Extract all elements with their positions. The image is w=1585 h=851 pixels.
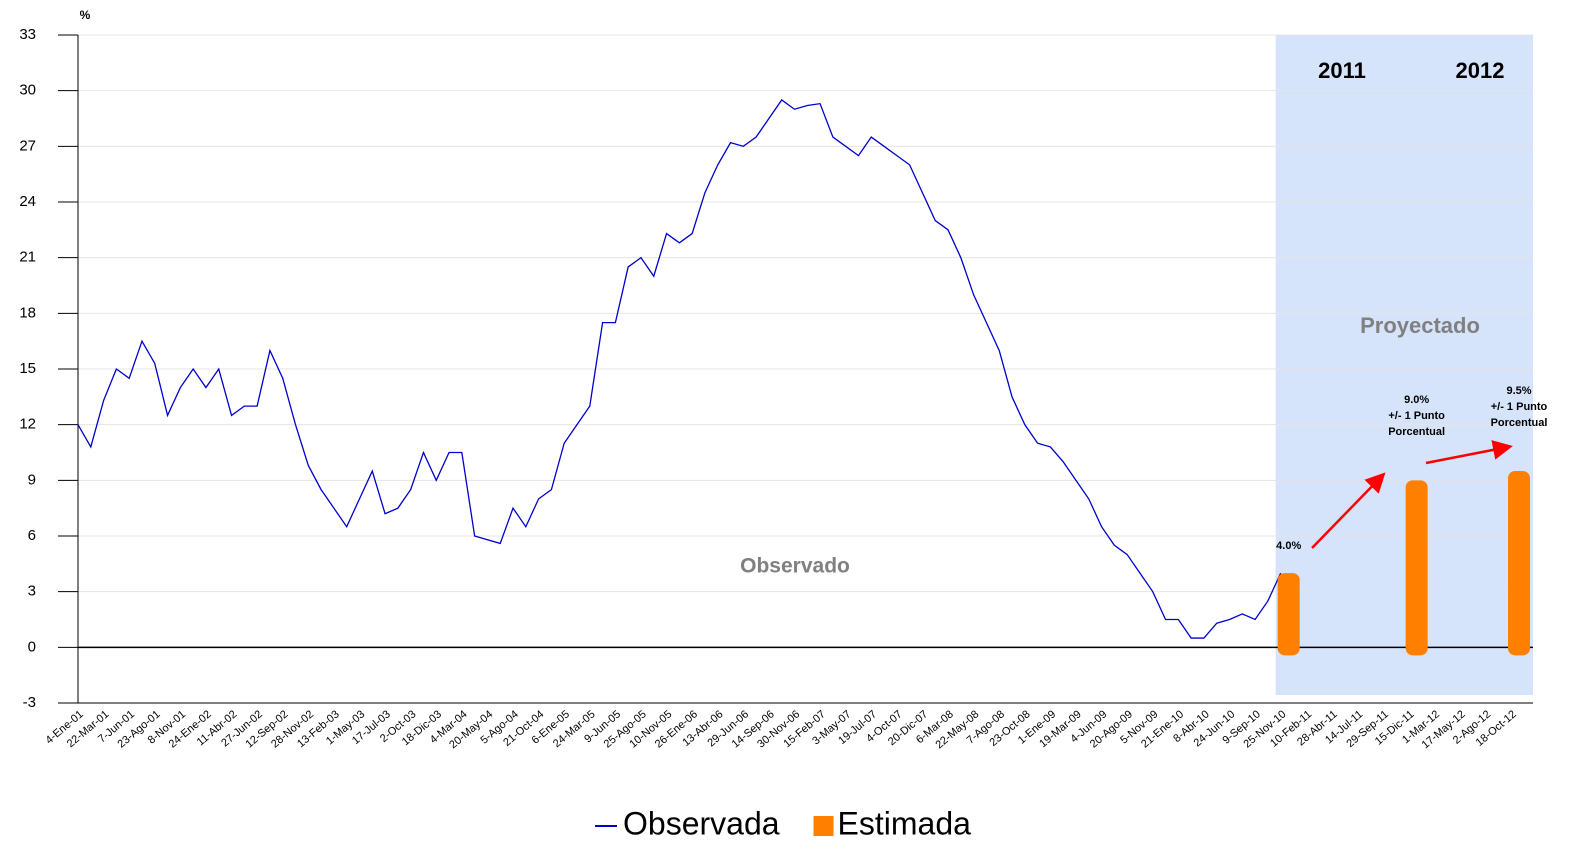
observed-line	[77, 99, 1282, 639]
value-label: 9.5%	[1506, 385, 1531, 397]
y-tick-label: 15	[19, 360, 36, 377]
y-tick-label: 21	[19, 249, 36, 266]
legend-label: Estimada	[838, 805, 972, 841]
y-tick-label: 33	[19, 26, 36, 43]
estimate-bar	[1277, 573, 1300, 656]
annotation: 2011	[1318, 58, 1366, 83]
value-note: +/- 1 Punto	[1491, 401, 1548, 413]
estimate-bar	[1405, 480, 1428, 656]
value-label: 4.0%	[1276, 540, 1301, 552]
y-tick-label: 9	[28, 471, 36, 488]
y-tick-label: 24	[19, 193, 36, 210]
y-tick-label: 30	[19, 82, 36, 99]
y-tick-label: 18	[19, 304, 36, 321]
projection-region	[1275, 35, 1533, 695]
arrow	[1425, 440, 1513, 465]
y-tick-label: -3	[23, 694, 36, 711]
value-note: +/- 1 Punto	[1388, 410, 1445, 422]
y-tick-label: 27	[19, 137, 36, 154]
y-axis-label: %	[80, 8, 91, 22]
arrow	[1311, 472, 1386, 549]
y-tick-label: 3	[28, 583, 36, 600]
value-note: Porcentual	[1388, 426, 1445, 438]
value-note: Porcentual	[1491, 417, 1548, 429]
y-tick-label: 6	[28, 527, 36, 544]
annotation: 2012	[1456, 58, 1505, 83]
legend-label: Observada	[623, 805, 780, 841]
annotation: Observado	[740, 555, 850, 578]
estimate-bar	[1508, 471, 1530, 656]
y-tick-label: 12	[19, 416, 36, 433]
annotation: Proyectado	[1360, 313, 1480, 338]
y-tick-label: 0	[28, 638, 36, 655]
value-label: 9.0%	[1404, 394, 1429, 406]
legend-swatch	[813, 816, 834, 836]
